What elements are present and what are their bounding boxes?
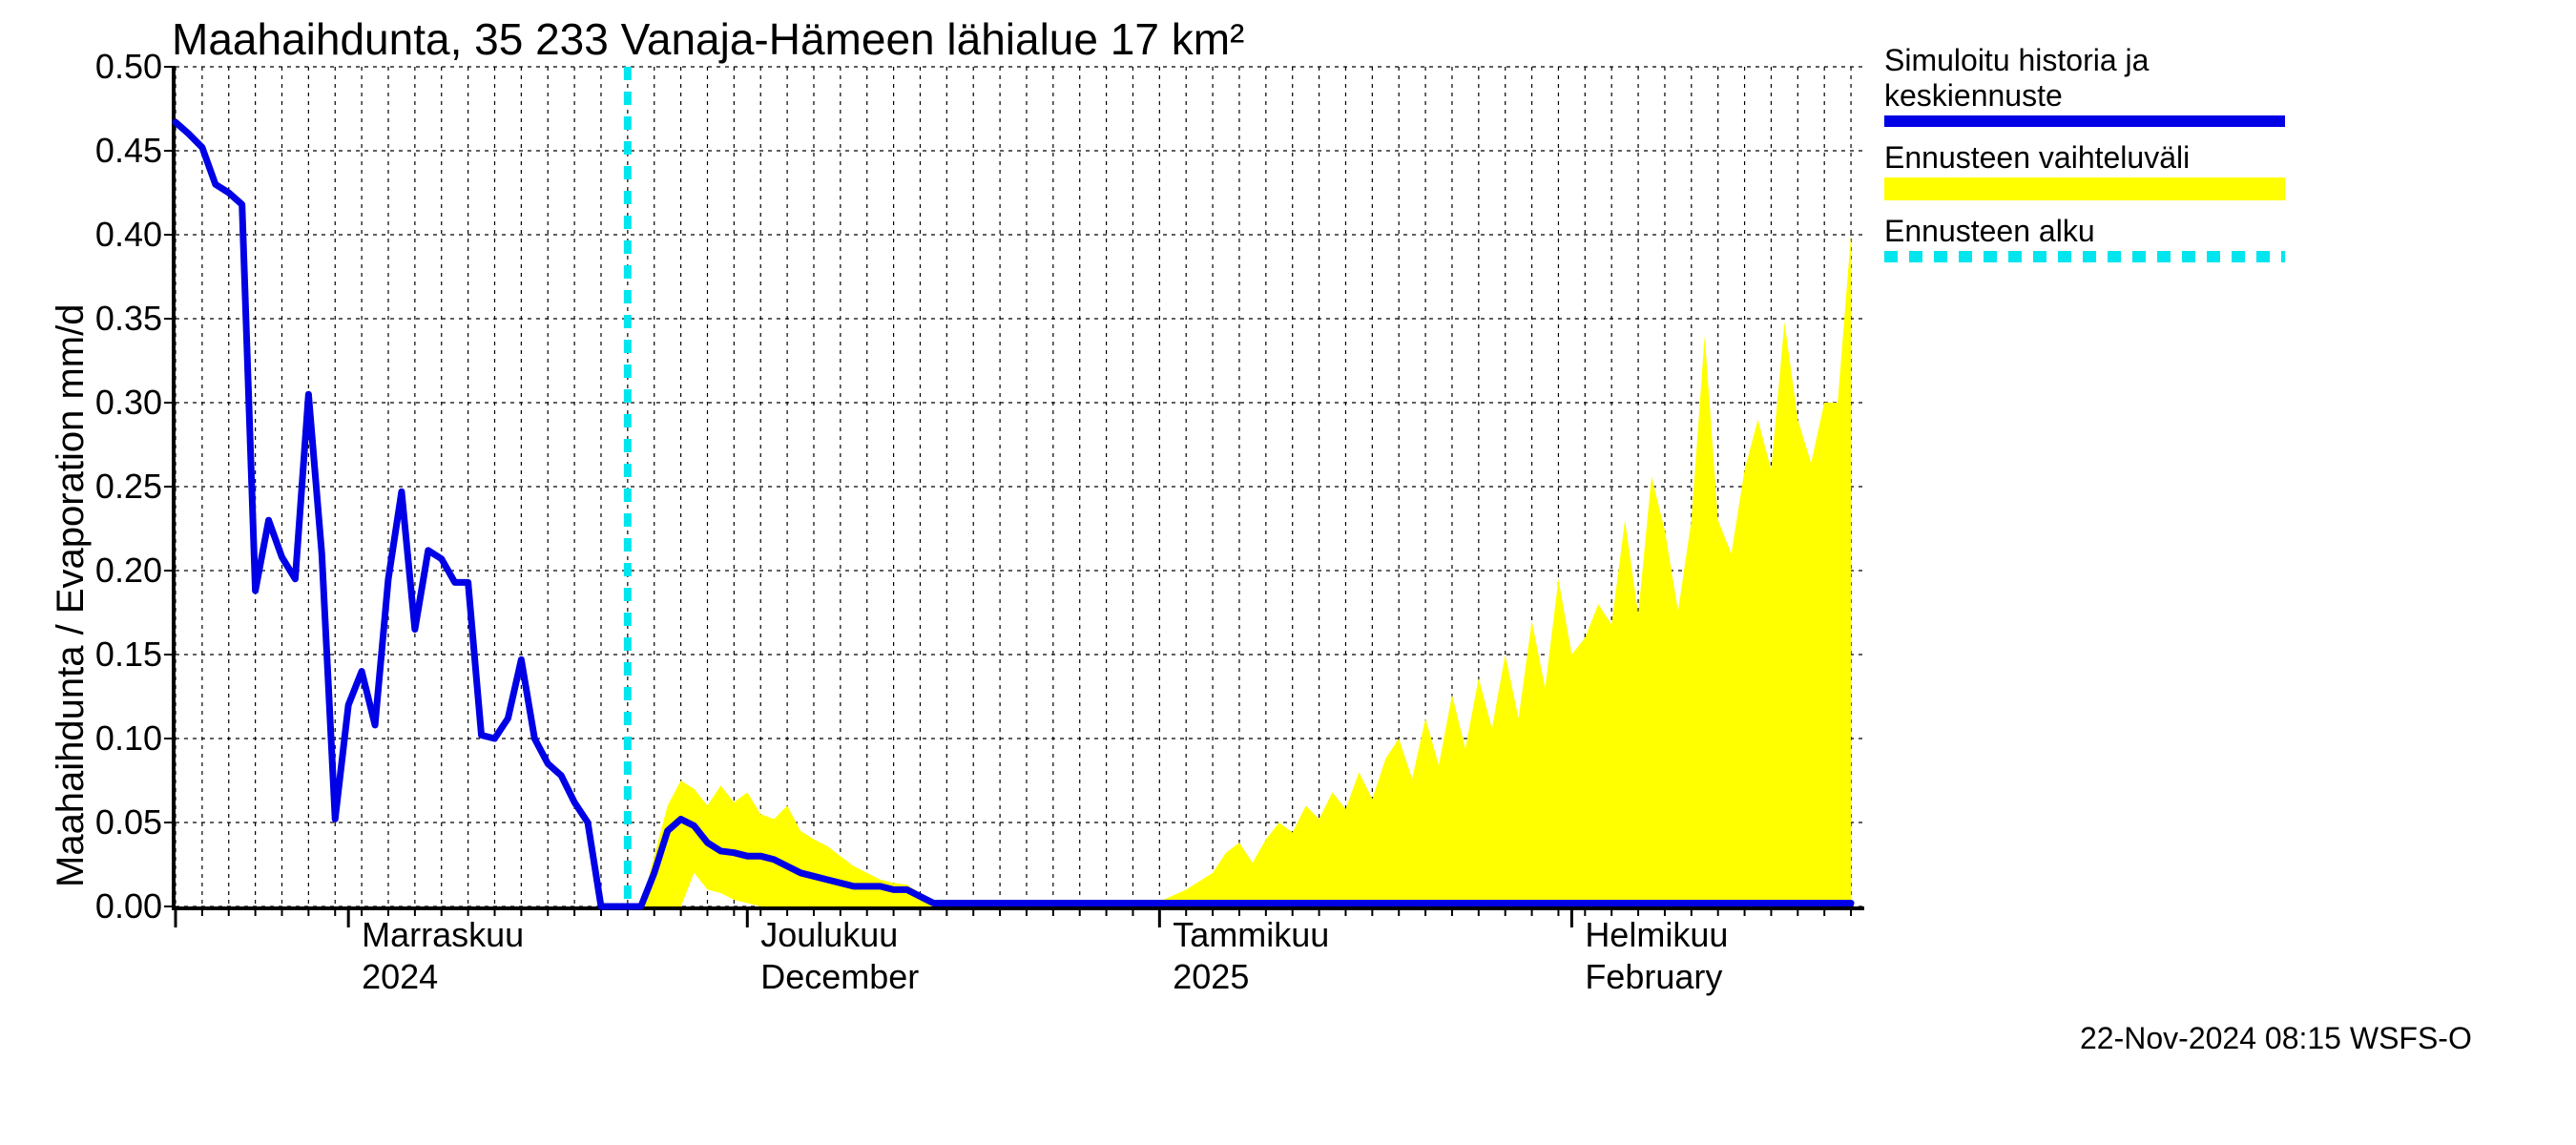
legend-swatch bbox=[1884, 115, 2285, 127]
y-tick-label: 0.35 bbox=[48, 302, 176, 336]
footer-timestamp: 22-Nov-2024 08:15 WSFS-O bbox=[2080, 1021, 2472, 1056]
y-tick-label: 0.00 bbox=[48, 889, 176, 924]
y-tick-label: 0.40 bbox=[48, 218, 176, 252]
legend-label: Ennusteen alku bbox=[1884, 214, 2285, 249]
y-tick-label: 0.25 bbox=[48, 469, 176, 504]
legend-label: Ennusteen vaihteluväli bbox=[1884, 140, 2285, 176]
x-month-sub-label: December bbox=[760, 906, 919, 994]
plot-area: 0.000.050.100.150.200.250.300.350.400.45… bbox=[172, 67, 1864, 910]
legend-swatch bbox=[1884, 251, 2285, 262]
y-tick-label: 0.50 bbox=[48, 50, 176, 84]
forecast-start-marker-svg bbox=[176, 67, 1864, 906]
x-month-sub-label: February bbox=[1585, 906, 1722, 994]
y-tick-label: 0.45 bbox=[48, 134, 176, 168]
legend-entry: Ennusteen vaihteluväli bbox=[1884, 140, 2285, 200]
y-tick-label: 0.05 bbox=[48, 805, 176, 840]
legend-entry: Simuloitu historia jakeskiennuste bbox=[1884, 43, 2285, 127]
legend-swatch bbox=[1884, 177, 2285, 200]
legend: Simuloitu historia jakeskiennuste Ennuste… bbox=[1884, 43, 2285, 276]
chart-container: Maahaihdunta, 35 233 Vanaja-Hämeen lähia… bbox=[0, 0, 2576, 1145]
y-tick-label: 0.30 bbox=[48, 385, 176, 420]
legend-label: keskiennuste bbox=[1884, 78, 2285, 114]
x-month-sub-label: 2024 bbox=[362, 906, 438, 994]
chart-title: Maahaihdunta, 35 233 Vanaja-Hämeen lähia… bbox=[172, 13, 1244, 65]
y-tick-label: 0.20 bbox=[48, 553, 176, 588]
x-month-sub-label: 2025 bbox=[1173, 906, 1249, 994]
legend-label: Simuloitu historia ja bbox=[1884, 43, 2285, 78]
y-tick-label: 0.10 bbox=[48, 721, 176, 756]
legend-entry: Ennusteen alku bbox=[1884, 214, 2285, 262]
y-tick-label: 0.15 bbox=[48, 637, 176, 672]
